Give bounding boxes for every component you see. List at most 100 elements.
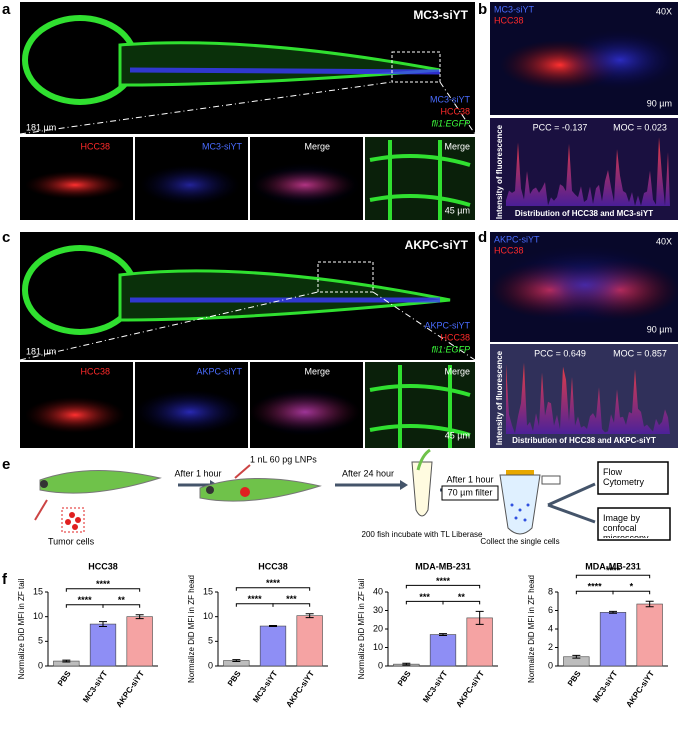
- step-label: 70 µm filter: [448, 487, 493, 497]
- significance-bracket: [65, 588, 141, 592]
- output-box: Flow Cytometry: [603, 467, 644, 487]
- significance-label: ****: [436, 576, 451, 586]
- bar-chart: MDA-MB-231 Normalize DiD MFI in ZF head 0 2…: [527, 561, 668, 709]
- moc: MOC = 0.857: [613, 348, 667, 358]
- y-tick-label: 8: [548, 586, 553, 596]
- y-tick-label: 15: [203, 586, 213, 596]
- x-tick-label: AKPC-siYT: [284, 669, 316, 709]
- x-tick-label: MC3-siYT: [421, 669, 449, 704]
- error-bar: [475, 610, 484, 625]
- chart-title: HCC38: [88, 561, 118, 571]
- error-bar: [269, 625, 277, 628]
- scale-label: 181 µm: [26, 346, 56, 356]
- axis-label: Intensity of fluorescence: [495, 124, 504, 219]
- scale-label: 90 µm: [647, 98, 672, 108]
- significance-label: ****: [588, 582, 603, 592]
- y-tick-label: 15: [33, 586, 43, 596]
- step-label: After 1 hour: [446, 474, 493, 484]
- tile-label: MC3-siYT: [202, 141, 243, 151]
- significance-label: ****: [266, 578, 281, 588]
- bar: [126, 616, 153, 667]
- bar: [599, 612, 627, 667]
- axis-label: Distribution of HCC38 and MC3-siYT: [515, 209, 653, 218]
- chart-title: MDA-MB-231: [415, 561, 471, 571]
- scale-label: 45 µm: [445, 205, 470, 215]
- significance-bracket: [405, 584, 481, 589]
- bar: [296, 615, 323, 667]
- surface-plot: [506, 362, 670, 434]
- y-tick-label: 10: [373, 642, 383, 652]
- legend-entry: MC3-siYT: [430, 94, 471, 104]
- pcc: PCC = 0.649: [534, 348, 586, 358]
- y-tick-label: 30: [373, 605, 383, 615]
- tile-label: Merge: [444, 366, 470, 376]
- error-bar: [572, 654, 581, 659]
- bar: [429, 634, 457, 667]
- y-tick-label: 0: [548, 660, 553, 670]
- error-bar: [232, 659, 241, 663]
- image-layout: [19, 2, 678, 541]
- x-tick-label: AKPC-siYT: [454, 669, 486, 709]
- legend-entry: HCC38: [494, 15, 524, 25]
- significance-bracket: [235, 603, 274, 607]
- significance-label: ****: [248, 594, 263, 604]
- chart-title: HCC38: [258, 561, 288, 571]
- panel-label: d: [478, 229, 487, 246]
- y-tick-label: 0: [38, 660, 43, 670]
- bar: [89, 623, 117, 667]
- tile-label: Merge: [304, 366, 330, 376]
- moc: MOC = 0.023: [613, 122, 667, 132]
- error-bar: [402, 662, 411, 666]
- step-label: Collect the single cells: [480, 537, 559, 546]
- error-bar: [609, 610, 617, 614]
- y-tick-label: 2: [548, 642, 553, 652]
- significance-bracket: [405, 600, 444, 605]
- axis-label: Intensity of fluorescence: [495, 350, 504, 445]
- significance-label: **: [118, 595, 126, 605]
- y-tick-label: 6: [548, 605, 553, 615]
- significance-label: ****: [96, 579, 111, 589]
- x-tick-label: PBS: [566, 669, 583, 688]
- significance-bracket: [102, 604, 141, 608]
- y-axis-label: Normalize DiD MFI in ZF head: [527, 575, 536, 683]
- y-tick-label: 10: [33, 611, 43, 621]
- error-bar: [99, 621, 107, 628]
- step-label: After 1 hour: [174, 468, 221, 478]
- y-tick-label: 5: [38, 636, 43, 646]
- x-tick-label: AKPC-siYT: [624, 669, 656, 709]
- significance-label: *: [630, 582, 634, 592]
- tile-label: Merge: [444, 141, 470, 151]
- error-bar: [439, 633, 447, 636]
- error-bar: [135, 614, 144, 620]
- significance-label: ***: [286, 594, 297, 604]
- axis-label: Distribution of HCC38 and AKPC-siYT: [512, 436, 656, 445]
- scale-label: 90 µm: [647, 324, 672, 334]
- tile-label: AKPC-siYT: [196, 366, 242, 376]
- scale-label: 181 µm: [26, 122, 56, 132]
- significance-bracket: [575, 574, 651, 579]
- significance-bracket: [612, 590, 651, 595]
- bar-chart: HCC38 Normalize DiD MFI in ZF tail 0 5 10 15 P…: [17, 561, 158, 709]
- panel-title: MC3-siYT: [413, 8, 468, 22]
- x-tick-label: MC3-siYT: [251, 669, 279, 704]
- tile-label: Merge: [304, 141, 330, 151]
- panel-label: e: [2, 456, 10, 473]
- y-tick-label: 4: [548, 623, 553, 633]
- x-tick-label: PBS: [396, 669, 413, 688]
- y-tick-label: 0: [208, 660, 213, 670]
- output-box: Image by confocal microscopy: [603, 513, 649, 538]
- legend-entry: AKPC-siYT: [494, 234, 540, 244]
- significance-bracket: [272, 603, 311, 607]
- surface-plot: [506, 137, 670, 206]
- output-text: Image by confocal microscopy: [603, 513, 649, 538]
- error-bar: [62, 659, 71, 663]
- legend-entry: MC3-siYT: [494, 4, 535, 14]
- y-axis-label: Normalize DiD MFI in ZF head: [187, 575, 196, 683]
- legend-entry: AKPC-siYT: [424, 320, 470, 330]
- y-tick-label: 40: [373, 586, 383, 596]
- x-tick-label: MC3-siYT: [81, 669, 109, 704]
- magnification: 40X: [656, 236, 672, 246]
- x-tick-label: PBS: [226, 669, 243, 688]
- y-tick-label: 0: [378, 660, 383, 670]
